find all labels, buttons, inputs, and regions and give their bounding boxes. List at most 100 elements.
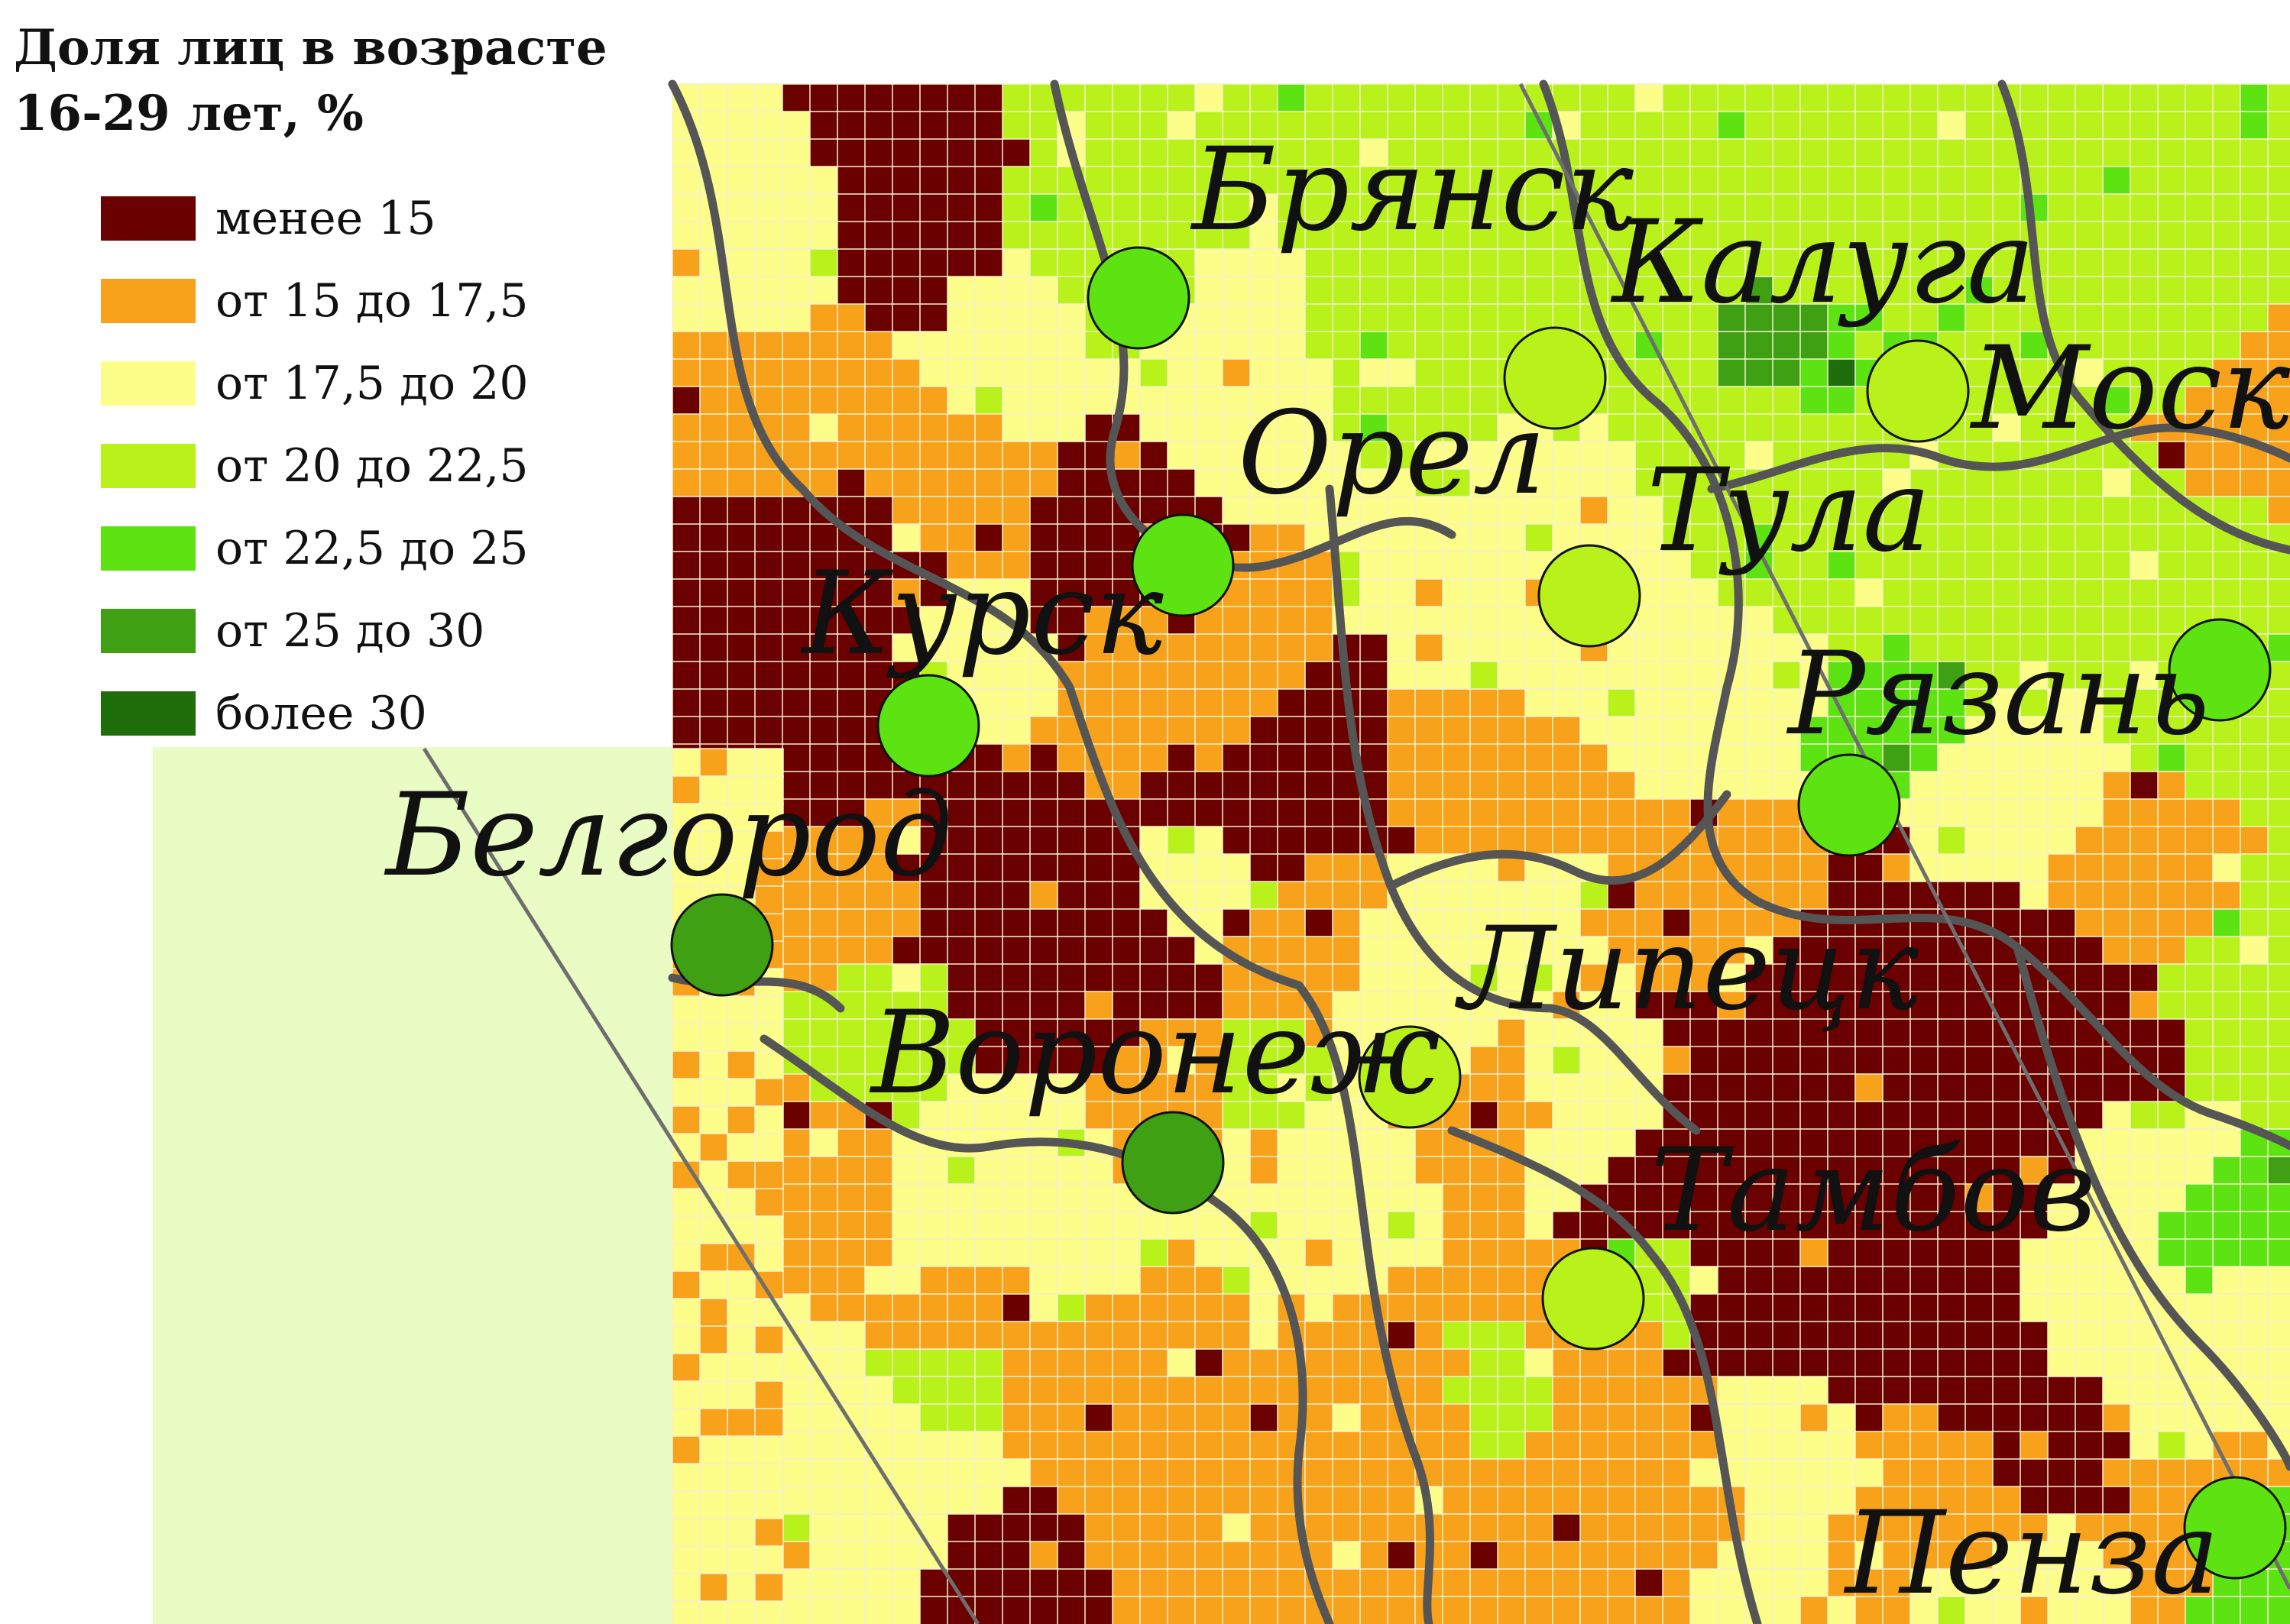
- district: [1524, 1541, 1554, 1571]
- district: [974, 826, 1004, 856]
- district: [1387, 523, 1417, 553]
- district: [809, 1568, 839, 1598]
- district: [1387, 83, 1417, 113]
- district: [2157, 1266, 2187, 1296]
- district: [1552, 1376, 1582, 1406]
- district: [2157, 1046, 2187, 1076]
- district: [2075, 138, 2104, 168]
- district: [1662, 1183, 1692, 1213]
- district: [947, 633, 977, 663]
- district: [947, 1376, 977, 1406]
- district: [974, 1238, 1004, 1268]
- region-border-layer: [422, 79, 2290, 1624]
- district: [1057, 1183, 1087, 1213]
- region-border: [760, 1034, 1334, 1624]
- district: [2267, 193, 2290, 223]
- district: [1222, 1376, 1252, 1406]
- district: [1359, 1541, 1389, 1571]
- district: [1442, 111, 1472, 141]
- district: [1937, 1073, 1967, 1103]
- district: [1277, 1128, 1307, 1158]
- district: [2102, 1596, 2132, 1624]
- district: [1057, 193, 1087, 223]
- district: [1964, 578, 1994, 608]
- district: [1552, 688, 1582, 718]
- district: [1799, 138, 1829, 168]
- district: [1249, 936, 1279, 966]
- district: [1799, 1486, 1829, 1516]
- district: [1717, 358, 1747, 388]
- district: [1167, 468, 1197, 498]
- district: [1524, 166, 1554, 196]
- district: [2075, 221, 2104, 251]
- district: [2047, 83, 2077, 113]
- district: [837, 1348, 866, 1378]
- district: [1937, 111, 1967, 141]
- district: [1882, 1128, 1912, 1158]
- district: [1139, 386, 1169, 416]
- district: [974, 633, 1004, 663]
- district: [1359, 908, 1389, 938]
- district: [1442, 578, 1472, 608]
- district: [754, 830, 784, 860]
- district: [1827, 386, 1857, 416]
- district: [1387, 1458, 1417, 1488]
- district: [672, 1435, 701, 1465]
- district: [974, 688, 1004, 718]
- district: [1414, 578, 1444, 608]
- district: [1112, 963, 1142, 993]
- district: [1717, 1101, 1747, 1131]
- district: [1854, 1376, 1884, 1406]
- district: [1579, 1211, 1609, 1241]
- district: [1854, 551, 1884, 581]
- district: [1497, 1321, 1527, 1351]
- district: [2157, 83, 2187, 113]
- district: [837, 1046, 866, 1076]
- district: [1909, 166, 1939, 196]
- district: [837, 826, 866, 856]
- district: [699, 1490, 729, 1520]
- district: [1744, 83, 1774, 113]
- district: [1552, 1486, 1582, 1516]
- district: [1469, 661, 1499, 691]
- district: [2020, 111, 2049, 141]
- district: [974, 358, 1004, 388]
- district: [864, 1183, 894, 1213]
- district: [1249, 1321, 1279, 1351]
- district: [1469, 1156, 1499, 1186]
- district: [727, 1600, 756, 1624]
- district: [1222, 826, 1252, 856]
- city-marker: [1797, 753, 1901, 857]
- district: [699, 1463, 729, 1493]
- district: [1304, 826, 1334, 856]
- district: [2240, 83, 2269, 113]
- district: [2020, 881, 2049, 911]
- district: [1057, 441, 1087, 471]
- district: [1332, 166, 1362, 196]
- district: [2157, 798, 2187, 828]
- district: [1882, 908, 1912, 938]
- district: [2075, 1073, 2104, 1103]
- district: [1497, 743, 1527, 773]
- district: [1359, 688, 1389, 718]
- district: [1112, 138, 1142, 168]
- district: [947, 963, 977, 993]
- district: [1854, 83, 1884, 113]
- district: [1827, 853, 1857, 883]
- district: [1029, 1376, 1059, 1406]
- district: [2102, 991, 2132, 1021]
- district: [1332, 1458, 1362, 1488]
- district: [2212, 1211, 2242, 1241]
- district: [2267, 166, 2290, 196]
- district: [1909, 1073, 1939, 1103]
- district: [1799, 1376, 1829, 1406]
- district: [837, 1431, 866, 1461]
- district: [2102, 578, 2132, 608]
- district: [809, 1541, 839, 1571]
- district: [1689, 386, 1719, 416]
- district: [1799, 303, 1829, 333]
- district: [1194, 1596, 1224, 1624]
- district: [1799, 1568, 1829, 1598]
- district: [947, 1431, 977, 1461]
